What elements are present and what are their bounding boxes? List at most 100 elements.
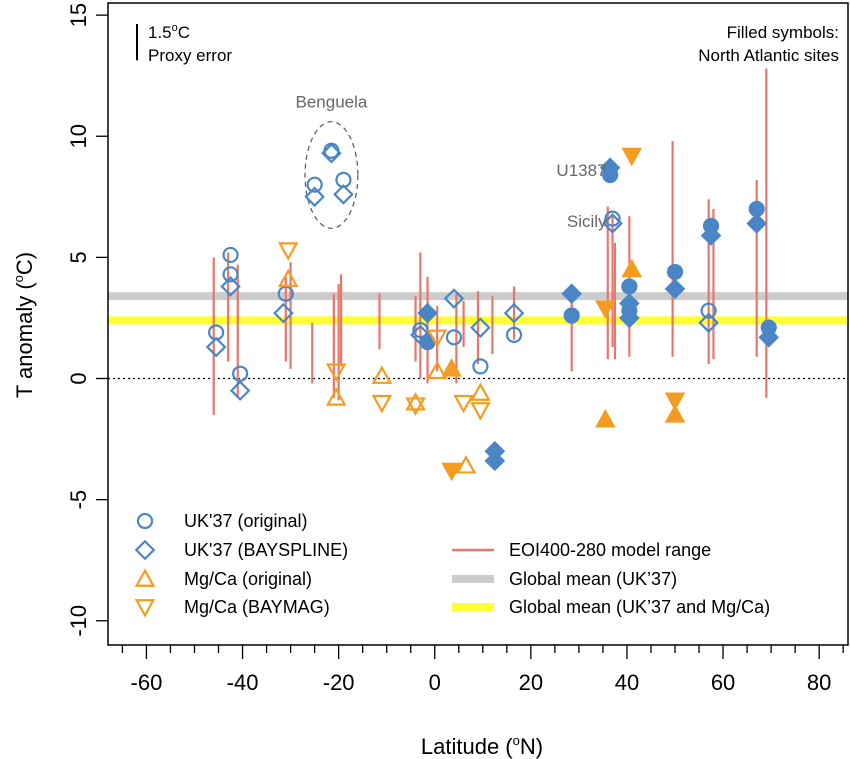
legend-marker-mg-ca-original — [134, 568, 156, 587]
uk-37-original-open-point — [700, 302, 717, 319]
benguela-label: Benguela — [296, 93, 368, 112]
legend-label-uk-37-original: UK'37 (original) — [184, 511, 308, 531]
uk-37-original-open-point — [222, 266, 239, 283]
uk-37-bayspline-filled-point — [758, 327, 780, 348]
uk-37-bayspline-open-point — [229, 380, 251, 401]
mg-ca-baymag-filled-point — [621, 147, 643, 167]
uk-37-original-open-point — [472, 358, 489, 375]
mg-ca-original-open-point — [455, 455, 477, 474]
mg-ca-original-filled-point — [441, 358, 462, 377]
mg-ca-original-filled-point — [664, 404, 686, 423]
y-tick-label: 15 — [66, 3, 91, 27]
legend-label-mg-ca-baymag: Mg/Ca (BAYMAG) — [184, 597, 330, 617]
x-tick-label: 40 — [615, 670, 639, 695]
uk-37-original-filled-point — [563, 307, 580, 324]
x-tick-label: -40 — [227, 670, 259, 695]
x-tick-label: -20 — [323, 670, 355, 695]
mg-ca-baymag-open-point — [470, 402, 491, 421]
uk-37-original-open-point — [232, 365, 249, 382]
uk-37-original-open-point — [222, 246, 239, 264]
legend-marker-uk-37-bayspline — [134, 539, 156, 561]
uk-37-bayspline-open-point — [205, 336, 227, 358]
uk-37-bayspline-filled-point — [484, 450, 506, 472]
mg-ca-original-open-point — [371, 365, 393, 384]
uk-37-original-filled-point — [666, 263, 684, 281]
plot-frame — [107, 2, 849, 646]
uk-37-bayspline-open-point — [410, 324, 431, 346]
mg-ca-original-open-point — [426, 360, 448, 380]
mg-ca-baymag-open-point — [325, 363, 347, 382]
y-axis-title: T anomaly (oC) — [11, 252, 37, 398]
mg-ca-baymag-filled-point — [595, 300, 616, 319]
site-labels: U1387 Sicily — [556, 161, 607, 231]
mg-ca-baymag-filled-point — [664, 392, 686, 411]
uk-37-bayspline-filled-point — [664, 278, 686, 300]
y-axis: -10 -5 0 5 10 15 — [66, 3, 108, 637]
filled-symbols-note-line2: North Atlantic sites — [698, 46, 839, 65]
uk-37-bayspline-filled-point — [746, 213, 768, 234]
uk-37-original-open-point — [445, 329, 463, 346]
uk-37-bayspline-open-point — [321, 142, 342, 164]
proxy-error-value: 1.5oC — [148, 22, 190, 42]
mg-ca-original-open-point — [277, 268, 299, 288]
uk-37-bayspline-filled-point — [700, 225, 722, 246]
mg-ca-baymag-open-point — [453, 394, 474, 414]
uk-37-bayspline-open-point — [333, 184, 354, 205]
uk-37-original-open-point — [306, 176, 323, 193]
legend: UK'37 (original) UK'37 (BAYSPLINE) Mg/Ca (… — [134, 511, 770, 618]
mg-ca-baymag-open-point — [405, 397, 426, 416]
uk-37-bayspline-open-point — [273, 302, 294, 324]
legend-label-global-mean-uk-37-and-mg-ca: Global mean (UK’37 and Mg/Ca) — [509, 597, 770, 617]
site-label-sicily: Sicily — [567, 212, 607, 231]
mg-ca-baymag-open-point — [371, 394, 393, 414]
uk-37-bayspline-open-point — [503, 302, 525, 324]
legend-label-uk-37-bayspline: UK'37 (BAYSPLINE) — [184, 540, 348, 560]
uk-37-bayspline-open-point — [443, 288, 465, 309]
mg-ca-original-open-point — [405, 392, 426, 411]
mg-ca-baymag-open-point — [277, 242, 299, 261]
x-tick-label: 20 — [519, 670, 543, 695]
x-tick-label: 60 — [711, 670, 735, 695]
benguela-ellipse — [304, 121, 359, 229]
legend-label-mg-ca-original: Mg/Ca (original) — [184, 569, 312, 589]
y-tick-label: 0 — [66, 372, 91, 384]
uk-37-bayspline-open-point — [602, 213, 623, 234]
uk-37-bayspline-open-point — [698, 312, 719, 334]
y-tick-label: -5 — [66, 490, 91, 510]
x-tick-label: 80 — [807, 670, 831, 695]
uk-37-bayspline-open-point — [470, 317, 491, 338]
model-range-lines — [212, 68, 768, 415]
uk-37-original-filled-point — [621, 278, 638, 295]
data-markers — [205, 142, 780, 482]
legend-label-global-mean-uk-37: Global mean (UK’37) — [509, 569, 677, 589]
mg-ca-original-open-point — [325, 387, 347, 406]
uk-37-bayspline-open-point — [220, 276, 241, 297]
mg-ca-original-filled-point — [621, 258, 643, 278]
proxy-error-indicator: 1.5oC Proxy error — [136, 22, 232, 65]
x-axis: -60 -40 -20 0 20 40 60 80 — [121, 645, 844, 695]
legend-marker-uk-37-original — [136, 512, 154, 530]
uk-37-bayspline-filled-point — [599, 157, 621, 179]
legend-marker-mg-ca-baymag — [134, 599, 156, 618]
uk-37-bayspline-filled-point — [561, 283, 583, 305]
y-tick-label: 5 — [66, 251, 91, 263]
uk-37-original-open-point — [604, 210, 621, 227]
y-tick-label: -10 — [66, 605, 91, 637]
x-tick-label: 0 — [429, 670, 441, 695]
filled-symbols-note-line1: Filled symbols: — [727, 23, 839, 42]
legend-label-eoi400-280-model-range: EOI400-280 model range — [509, 540, 711, 560]
mg-ca-original-filled-point — [595, 409, 616, 428]
mg-ca-original-open-point — [470, 382, 491, 401]
uk-37-bayspline-filled-point — [417, 302, 438, 324]
x-axis-title: Latitude (oN) — [421, 733, 543, 759]
y-tick-label: 10 — [66, 124, 91, 148]
site-label-u1387: U1387 — [556, 161, 606, 180]
x-tick-label: -60 — [131, 670, 163, 695]
uk-37-bayspline-filled-point — [619, 307, 640, 329]
uk-37-bayspline-open-point — [304, 186, 325, 208]
proxy-error-label: Proxy error — [148, 46, 232, 65]
mg-ca-baymag-filled-point — [441, 462, 462, 482]
uk-37-original-open-point — [505, 326, 523, 344]
mg-ca-baymag-open-point — [426, 329, 448, 348]
